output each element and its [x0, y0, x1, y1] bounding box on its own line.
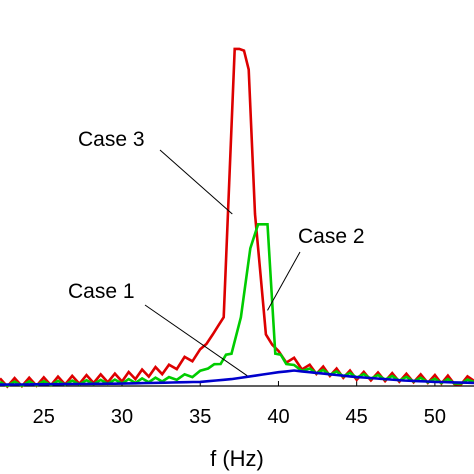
x-tick-label-45: 45 — [346, 406, 368, 428]
x-tick-label-30: 30 — [111, 406, 133, 428]
x-axis-ticks: 25 30 35 40 45 50 — [33, 381, 446, 428]
x-tick-label-25: 25 — [33, 406, 55, 428]
series-layer — [0, 47, 474, 389]
annotation-leader-case-2 — [267, 251, 301, 311]
x-tick-label-40: 40 — [267, 406, 289, 428]
annotation-case-3: Case 3 — [78, 128, 145, 151]
annotation-leader-case-1 — [144, 304, 248, 377]
x-axis-label: f (Hz) — [210, 446, 264, 471]
x-tick-label-50: 50 — [424, 406, 446, 428]
annotation-leader-case-3 — [159, 149, 233, 215]
annotation-layer: Case 3 Case 2 Case 1 — [68, 128, 365, 377]
series-case-2-line — [0, 223, 474, 388]
plot-area: 25 30 35 40 45 50 Case 3 Case 2 Case 1 — [0, 47, 474, 428]
annotation-case-1: Case 1 — [68, 280, 135, 303]
x-tick-label-35: 35 — [189, 406, 211, 428]
series-case-1-line — [0, 369, 474, 386]
annotation-case-2: Case 2 — [298, 225, 365, 248]
series-case-3-line — [0, 47, 474, 389]
